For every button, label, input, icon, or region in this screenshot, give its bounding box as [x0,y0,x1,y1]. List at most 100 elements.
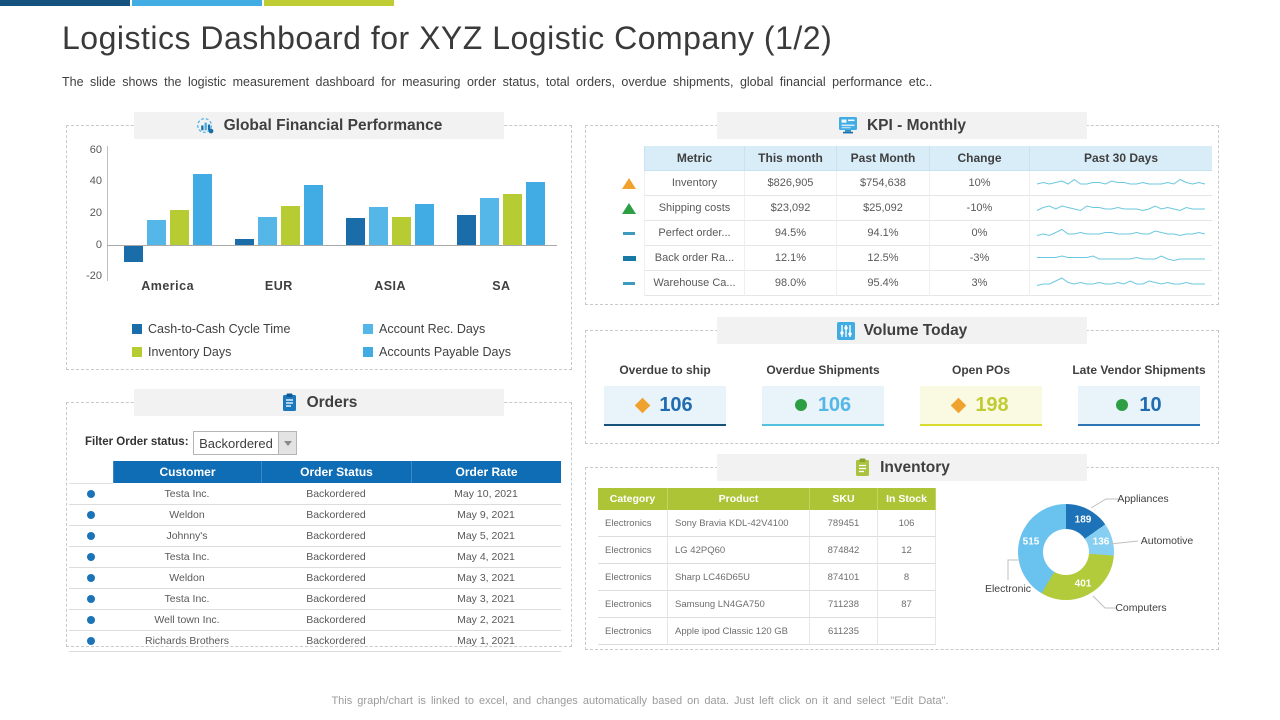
kpi-metric: Perfect order... [644,221,744,246]
panel-volume-today: Volume Today Overdue to ship 106 Overdue S… [585,317,1219,444]
orders-header-cell: Customer [113,461,261,483]
order-row-bullet-cell [69,547,113,568]
y-axis-tick: 20 [89,206,102,219]
donut-category-label: Electronic [984,583,1032,595]
bar [503,194,523,246]
order-row-bullet-cell [69,484,113,505]
bar [192,173,212,246]
donut-category-label: Automotive [1140,535,1194,547]
kpi-icon-header-cell [614,146,644,171]
inventory-product: Samsung LN4GA750 [668,591,810,618]
order-status: Backordered [261,631,411,652]
inventory-in-stock [878,618,936,645]
page-title: Logistics Dashboard for XYZ Logistic Com… [62,20,833,56]
dropdown-button[interactable] [278,432,296,454]
order-status: Backordered [261,589,411,610]
volume-card: Overdue to ship 106 [604,363,726,426]
kpi-change: -3% [929,246,1029,271]
legend-label: Inventory Days [148,345,232,359]
order-customer: Johnny's [113,526,261,547]
order-row-bullet-cell [69,568,113,589]
panel-kpi-monthly: KPI - Monthly Metric This month Past Month… [585,112,1219,305]
donut-slice-value: 401 [1074,578,1092,590]
y-axis-line [107,146,108,281]
order-rate: May 9, 2021 [411,505,561,526]
bar [257,216,277,246]
bullet-icon [87,553,95,561]
bar [146,219,166,246]
order-status: Backordered [261,568,411,589]
kpi-this-month: $826,905 [744,171,836,196]
order-customer: Testa Inc. [113,484,261,505]
bar-chart: 60 40 20 0 -20 America EUR ASIA SA Cash-to-Cash C… [67,126,571,369]
inventory-in-stock: 106 [878,510,936,537]
kpi-metric: Shipping costs [644,196,744,221]
order-row-bullet-cell [69,505,113,526]
dashboard-screen-icon [838,116,858,135]
kpi-past-month: 95.4% [836,271,929,296]
top-bar-segment [264,0,394,6]
sparkline [1036,178,1206,185]
donut-slice-value: 136 [1092,536,1110,548]
order-row-bullet-cell [69,526,113,547]
bar [480,197,500,246]
kpi-sparkline-cell [1029,221,1212,246]
bullet-icon [87,574,95,582]
bullet-icon [87,637,95,645]
top-bar-segment [0,0,130,6]
donut-slice-value: 515 [1022,536,1040,548]
volume-card-label: Overdue to ship [619,363,711,377]
kpi-this-month: $23,092 [744,196,836,221]
orders-bullet-header-cell [69,461,113,484]
order-rate: May 1, 2021 [411,631,561,652]
volume-value: 106 [659,393,693,416]
panel-title-bar: Inventory [717,454,1087,481]
volume-cards: Overdue to ship 106 Overdue Shipments 106 Op… [586,363,1218,426]
volume-card-box: 106 [604,386,726,426]
kpi-this-month: 98.0% [744,271,836,296]
y-axis-tick: 40 [89,175,102,188]
volume-card: Open POs 198 [920,363,1042,426]
order-rate: May 3, 2021 [411,568,561,589]
panel-title-bar: KPI - Monthly [717,112,1087,139]
triangle-up-icon [622,178,636,189]
bullet-icon [87,595,95,603]
dash-icon [622,256,636,261]
order-status-dropdown[interactable]: Backordered [193,431,297,455]
leader-line [1090,498,1119,509]
volume-value: 198 [975,393,1009,416]
sparkline [1037,255,1205,262]
inventory-header-cell: In Stock [878,488,936,510]
order-rate: May 4, 2021 [411,547,561,568]
order-customer: Testa Inc. [113,589,261,610]
panel-global-financial-performance: Global Financial Performance 60 40 20 0 -20 A… [66,112,572,370]
kpi-table: Metric This month Past Month Change Past 30 … [614,146,1212,296]
order-rate: May 10, 2021 [411,484,561,505]
slide-subtitle: The slide shows the logistic measurement… [62,75,933,89]
y-axis-tick: 0 [95,238,102,251]
legend-item: Account Rec. Days [363,322,485,336]
donut-category-label: Appliances [1117,493,1169,505]
clipboard-icon [854,458,871,477]
inventory-product: Sharp LC46D65U [668,564,810,591]
kpi-sparkline-cell [1029,171,1212,196]
inventory-in-stock: 12 [878,537,936,564]
inventory-sku: 874101 [810,564,878,591]
dash-icon [623,282,635,285]
kpi-change: 3% [929,271,1029,296]
legend-item: Cash-to-Cash Cycle Time [132,322,290,336]
volume-value: 106 [817,393,852,416]
circle-icon [1116,399,1129,411]
order-status: Backordered [261,547,411,568]
order-rate: May 3, 2021 [411,589,561,610]
kpi-header-cell: Past 30 Days [1029,146,1212,171]
volume-card-box: 106 [762,386,884,426]
order-status: Backordered [261,484,411,505]
kpi-change: 10% [929,171,1029,196]
top-bar-segment [132,0,262,6]
panel-title: Volume Today [863,321,968,339]
kpi-past-month: 94.1% [836,221,929,246]
triangle-up-icon [622,203,636,214]
y-axis-tick: 60 [89,143,102,156]
kpi-change: -10% [929,196,1029,221]
